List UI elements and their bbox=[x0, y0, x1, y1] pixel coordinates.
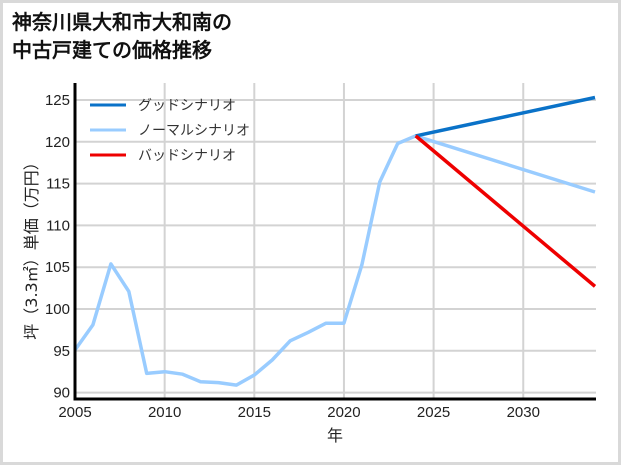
x-tick-label: 2030 bbox=[507, 404, 540, 421]
y-tick-label: 110 bbox=[46, 217, 70, 234]
tick-labels: 2005 2010 2015 2020 2025 2030 90 95 100 105 110 115… bbox=[45, 92, 540, 421]
y-tick-label: 95 bbox=[53, 343, 70, 360]
series-line-2 bbox=[414, 134, 597, 288]
x-axis-label: 年 bbox=[327, 426, 343, 445]
series-line-0 bbox=[415, 95, 596, 138]
chart-title: 神奈川県大和市大和南の 中古戸建ての価格推移 bbox=[12, 8, 232, 64]
y-tick-label: 100 bbox=[45, 301, 70, 318]
legend-label: ノーマルシナリオ bbox=[138, 123, 250, 139]
x-tick-label: 2025 bbox=[417, 404, 450, 421]
legend-label: グッドシナリオ bbox=[138, 98, 236, 114]
x-tick-label: 2005 bbox=[58, 404, 91, 421]
y-tick-label: 125 bbox=[45, 92, 70, 109]
series-line-1 bbox=[73, 134, 596, 387]
x-tick-label: 2010 bbox=[148, 404, 181, 421]
x-tick-label: 2015 bbox=[238, 404, 271, 421]
y-tick-label: 90 bbox=[53, 385, 70, 402]
y-tick-label: 120 bbox=[45, 134, 70, 151]
axes bbox=[73, 83, 596, 401]
x-tick-label: 2020 bbox=[327, 404, 360, 421]
y-tick-label: 105 bbox=[45, 259, 70, 276]
legend-label: バッドシナリオ bbox=[138, 148, 236, 164]
chart-title-line-1: 神奈川県大和市大和南の bbox=[12, 10, 232, 34]
data-series bbox=[73, 95, 597, 387]
chart-title-line-2: 中古戸建ての価格推移 bbox=[12, 38, 212, 62]
y-tick-label: 115 bbox=[46, 176, 70, 193]
y-axis-label: 坪（3.3㎡）単価（万円） bbox=[22, 154, 41, 339]
